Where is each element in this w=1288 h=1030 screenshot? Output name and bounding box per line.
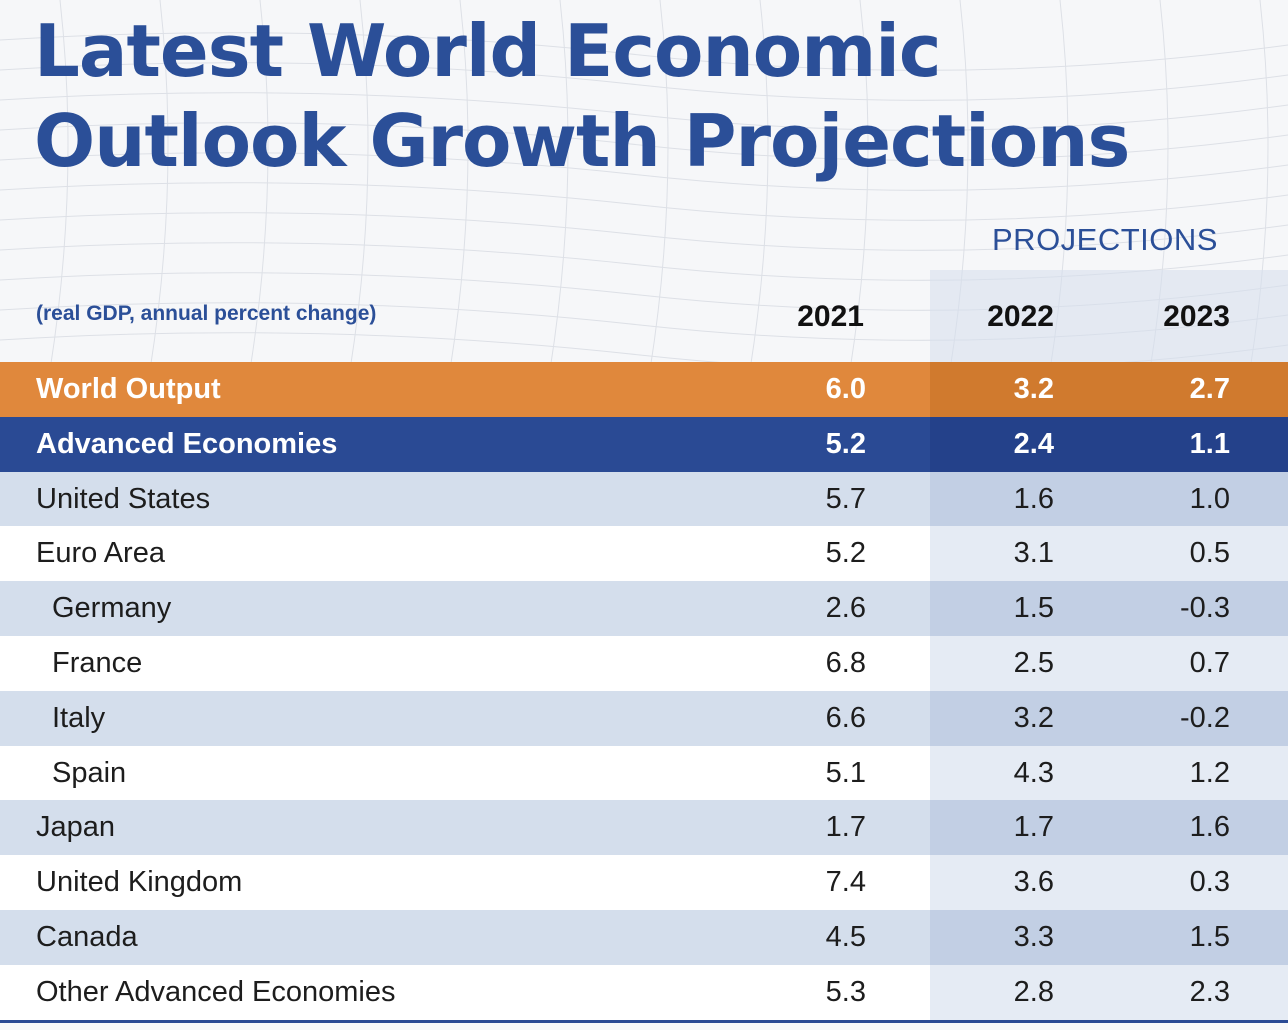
row-label: United Kingdom <box>36 866 243 899</box>
value-2021: 4.5 <box>825 920 866 953</box>
projection-shade <box>930 800 1288 856</box>
chart-title-line-2: Outlook Growth Projections <box>34 99 1130 183</box>
row-label: Germany <box>52 592 172 625</box>
value-2023: -0.2 <box>1180 701 1230 734</box>
projection-shade <box>930 635 1288 691</box>
projection-shade <box>930 581 1288 636</box>
value-2023: 2.3 <box>1189 975 1230 1008</box>
table-row-euro-area: Euro Area 5.2 3.1 0.5 <box>0 526 1288 582</box>
row-label: United States <box>36 482 211 515</box>
value-2022: 1.5 <box>1013 592 1054 625</box>
chart-title: Latest World Economic Outlook Growth Pro… <box>34 6 1274 186</box>
value-2021: 5.2 <box>825 427 866 460</box>
projection-shade <box>930 526 1288 582</box>
value-2023: 1.0 <box>1189 482 1230 515</box>
value-2023: 0.7 <box>1189 646 1230 679</box>
table-row-italy: Italy 6.6 3.2 -0.2 <box>0 690 1288 746</box>
value-2023: 1.2 <box>1189 756 1230 789</box>
value-2022: 1.6 <box>1013 482 1054 515</box>
table-row-other-advanced-economies: Other Advanced Economies 5.3 2.8 2.3 <box>0 964 1288 1020</box>
column-header-2023: 2023 <box>1163 300 1230 333</box>
value-2022: 4.3 <box>1013 756 1054 789</box>
projections-header-band <box>930 270 1288 362</box>
row-label: Spain <box>52 756 127 789</box>
projection-shade <box>930 745 1288 801</box>
value-2021: 6.8 <box>825 646 866 679</box>
table-row-france: France 6.8 2.5 0.7 <box>0 635 1288 691</box>
value-2023: -0.3 <box>1180 592 1230 625</box>
table-row-united-states: United States 5.7 1.6 1.0 <box>0 471 1288 527</box>
value-2022: 2.4 <box>1013 427 1054 460</box>
row-label: Advanced Economies <box>36 427 338 460</box>
value-2021: 6.0 <box>825 373 866 405</box>
value-2021: 5.7 <box>825 482 866 515</box>
value-2022: 3.1 <box>1013 537 1054 570</box>
projection-shade <box>930 964 1288 1020</box>
row-label: Japan <box>36 811 116 844</box>
value-2021: 7.4 <box>825 866 866 899</box>
value-2022: 3.2 <box>1013 373 1054 405</box>
projection-shade <box>930 690 1288 746</box>
projection-shade <box>930 416 1288 472</box>
value-2023: 0.5 <box>1189 537 1230 570</box>
table-row-advanced-economies: Advanced Economies 5.2 2.4 1.1 <box>0 416 1288 472</box>
value-2021: 5.1 <box>825 756 866 789</box>
value-2022: 3.2 <box>1013 701 1054 734</box>
table-row-canada: Canada 4.5 3.3 1.5 <box>0 909 1288 965</box>
row-label: World Output <box>36 373 221 405</box>
value-2022: 1.7 <box>1013 811 1054 844</box>
projection-shade <box>930 362 1288 417</box>
row-label: Italy <box>52 701 106 734</box>
value-2022: 2.5 <box>1013 646 1054 679</box>
value-2021: 6.6 <box>825 701 866 734</box>
value-2023: 1.5 <box>1189 920 1230 953</box>
row-label: Other Advanced Economies <box>36 975 396 1008</box>
value-2021: 1.7 <box>825 811 866 844</box>
value-2022: 3.3 <box>1013 920 1054 953</box>
table-row-world-output: World Output 6.0 3.2 2.7 <box>0 362 1288 417</box>
value-2021: 5.3 <box>825 975 866 1008</box>
projection-shade <box>930 909 1288 965</box>
column-header-2022: 2022 <box>987 300 1054 333</box>
bottom-rule <box>0 1020 1288 1023</box>
value-2023: 2.7 <box>1189 373 1230 405</box>
row-label: Canada <box>36 920 138 953</box>
value-2023: 0.3 <box>1189 866 1230 899</box>
row-label: Euro Area <box>36 537 165 570</box>
value-2021: 5.2 <box>825 537 866 570</box>
chart-title-line-1: Latest World Economic <box>34 9 942 93</box>
value-2023: 1.1 <box>1189 427 1230 460</box>
units-label: (real GDP, annual percent change) <box>36 302 377 325</box>
value-2021: 2.6 <box>825 592 866 625</box>
projection-shade <box>930 855 1288 910</box>
row-label: France <box>52 646 143 679</box>
value-2022: 3.6 <box>1013 866 1054 899</box>
growth-table: World Output 6.0 3.2 2.7 Advanced Econom… <box>0 362 1288 1020</box>
table-row-united-kingdom: United Kingdom 7.4 3.6 0.3 <box>0 855 1288 910</box>
table-row-spain: Spain 5.1 4.3 1.2 <box>0 745 1288 801</box>
column-header-2021: 2021 <box>797 300 864 333</box>
value-2023: 1.6 <box>1189 811 1230 844</box>
projection-shade <box>930 471 1288 527</box>
projections-label: PROJECTIONS <box>992 222 1218 257</box>
value-2022: 2.8 <box>1013 975 1054 1008</box>
table-row-germany: Germany 2.6 1.5 -0.3 <box>0 581 1288 636</box>
table-row-japan: Japan 1.7 1.7 1.6 <box>0 800 1288 856</box>
